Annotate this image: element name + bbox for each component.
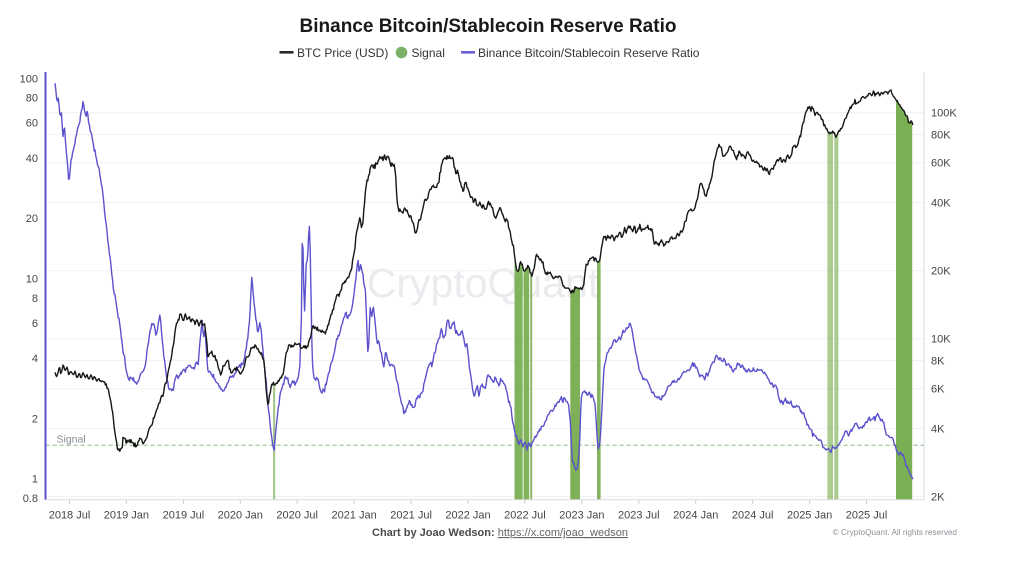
svg-text:60: 60 [26,118,38,130]
svg-text:80K: 80K [931,129,951,141]
svg-text:Signal: Signal [57,434,86,446]
svg-text:100K: 100K [931,108,957,120]
svg-text:6K: 6K [931,384,945,396]
svg-text:8K: 8K [931,355,945,367]
svg-text:8: 8 [32,293,38,305]
svg-text:BTC Price (USD): BTC Price (USD) [297,46,388,60]
svg-text:Chart by Joao Wedson: https://: Chart by Joao Wedson: https://x.com/joao… [372,527,628,539]
svg-text:20: 20 [26,213,38,225]
svg-text:80: 80 [26,93,38,105]
svg-text:1: 1 [32,474,38,486]
svg-text:Binance Bitcoin/Stablecoin Res: Binance Bitcoin/Stablecoin Reserve Ratio [478,46,700,60]
svg-text:2022 Jul: 2022 Jul [504,510,546,522]
svg-text:2023 Jan: 2023 Jan [559,510,604,522]
svg-text:10: 10 [26,273,38,285]
svg-text:Binance Bitcoin/Stablecoin Res: Binance Bitcoin/Stablecoin Reserve Ratio [300,16,677,37]
svg-text:0.8: 0.8 [23,493,38,505]
svg-text:4: 4 [32,353,38,365]
svg-text:40K: 40K [931,197,951,209]
svg-text:Signal: Signal [412,46,445,60]
svg-text:CryptoQuant: CryptoQuant [367,260,600,306]
svg-text:2022 Jan: 2022 Jan [445,510,490,522]
svg-text:10K: 10K [931,334,951,346]
svg-text:2K: 2K [931,492,945,504]
svg-text:2020 Jan: 2020 Jan [218,510,263,522]
svg-text:2: 2 [32,413,38,425]
svg-text:40: 40 [26,153,38,165]
svg-text:6: 6 [32,318,38,330]
svg-text:2019 Jul: 2019 Jul [163,510,205,522]
svg-text:2023 Jul: 2023 Jul [618,510,660,522]
svg-text:2020 Jul: 2020 Jul [276,510,318,522]
svg-text:© CryptoQuant. All rights rese: © CryptoQuant. All rights reserved [833,528,958,537]
svg-text:2019 Jan: 2019 Jan [104,510,149,522]
svg-text:100: 100 [20,73,38,85]
svg-text:2024 Jan: 2024 Jan [673,510,718,522]
svg-text:4K: 4K [931,423,945,435]
svg-text:2021 Jul: 2021 Jul [390,510,432,522]
svg-text:2018 Jul: 2018 Jul [49,510,91,522]
svg-text:20K: 20K [931,266,951,278]
svg-text:60K: 60K [931,158,951,170]
svg-text:2025 Jul: 2025 Jul [846,510,888,522]
svg-text:2025 Jan: 2025 Jan [787,510,832,522]
svg-text:2024 Jul: 2024 Jul [732,510,774,522]
svg-text:2021 Jan: 2021 Jan [331,510,376,522]
